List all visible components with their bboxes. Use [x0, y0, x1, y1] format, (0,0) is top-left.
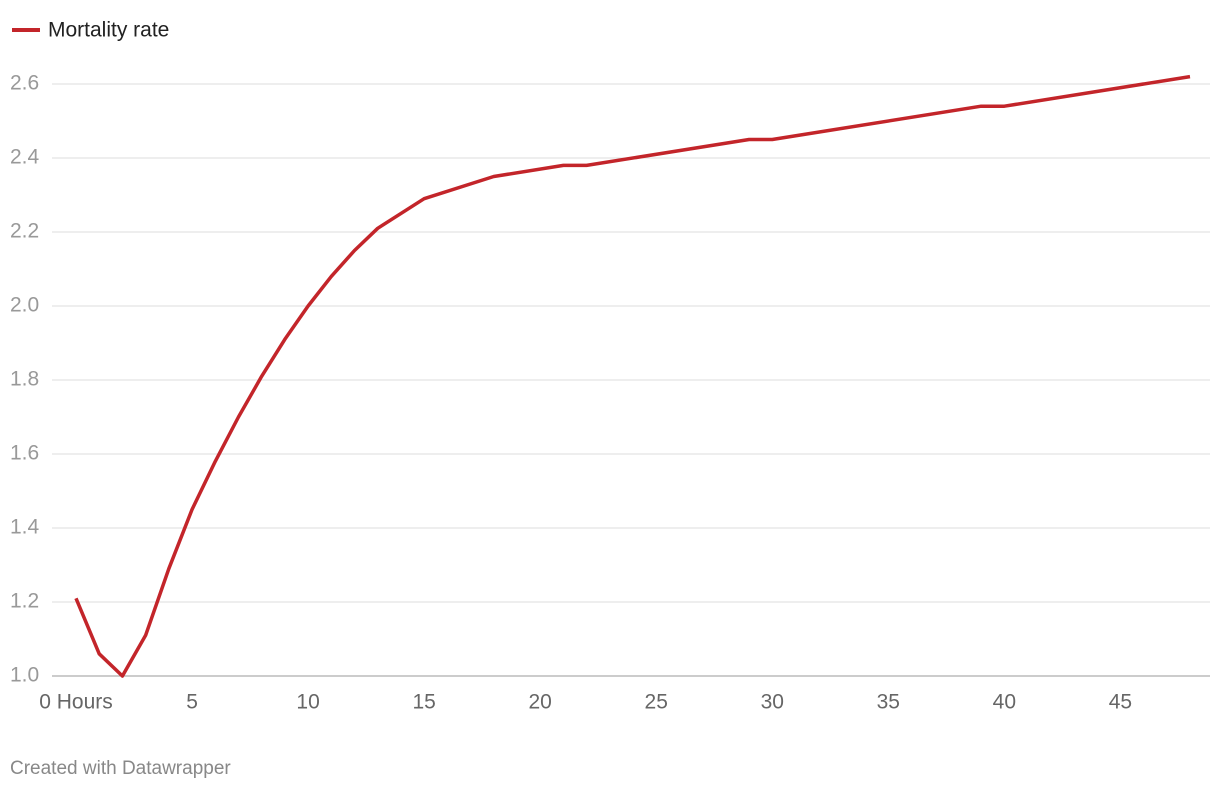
x-tick-label: 45: [1109, 691, 1132, 714]
y-tick-label: 2.6: [10, 72, 39, 95]
x-tick-label: 10: [296, 691, 319, 714]
y-tick-label: 2.0: [10, 294, 39, 317]
legend-label: Mortality rate: [48, 19, 169, 42]
y-tick-label: 1.4: [10, 516, 40, 539]
x-tick-label: 20: [528, 691, 551, 714]
x-tick-label: 30: [761, 691, 784, 714]
y-tick-label: 1.8: [10, 368, 39, 391]
x-tick-label: 35: [877, 691, 900, 714]
y-tick-label: 1.6: [10, 442, 39, 465]
y-tick-label: 1.0: [10, 664, 39, 687]
y-tick-label: 2.2: [10, 220, 39, 243]
x-tick-label: 40: [993, 691, 1016, 714]
line-series: [74, 74, 1191, 678]
x-tick-label: 15: [412, 691, 435, 714]
y-tick-label: 1.2: [10, 590, 39, 613]
credit: Created with Datawrapper: [10, 758, 231, 779]
x-tick-label: 0 Hours: [39, 691, 113, 714]
x-tick-label: 25: [645, 691, 668, 714]
x-tick-label: 5: [186, 691, 198, 714]
y-tick-label: 2.4: [10, 146, 40, 169]
